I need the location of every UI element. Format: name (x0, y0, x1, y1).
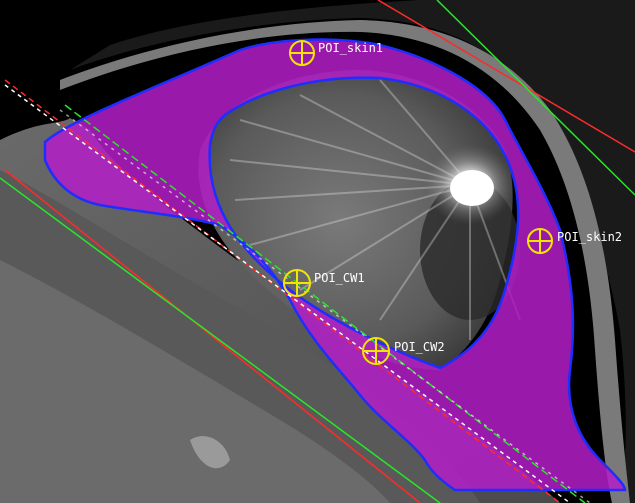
beam-line-white-dashed (4, 84, 571, 503)
deep-tissue (0, 260, 390, 503)
skin-surface (60, 20, 630, 503)
poi-skin2-label: POI_skin2 (557, 230, 622, 244)
rib-structure (190, 436, 230, 469)
poi-cw1-label: POI_CW1 (314, 271, 365, 285)
beam-line-red-lower (4, 169, 421, 503)
beam-line-red-mid (4, 79, 561, 503)
beam-line-green-mid (64, 104, 586, 503)
upper-body-edge (70, 0, 635, 503)
poi-cw2-label: POI_CW2 (394, 340, 445, 354)
poi-cw2[interactable]: POI_CW2 (362, 337, 445, 365)
beam-line-white-dashed-2 (59, 109, 591, 503)
beam-line-green-upper (436, 0, 635, 196)
metal-core (450, 170, 494, 206)
beam-line-red-upper (377, 0, 635, 153)
poi-skin2[interactable]: POI_skin2 (527, 228, 622, 254)
poi-skin1[interactable]: POI_skin1 (289, 40, 383, 66)
poi-skin1-label: POI_skin1 (318, 41, 383, 55)
beam-line-green-lower (0, 177, 441, 503)
poi-cw1[interactable]: POI_CW1 (283, 269, 365, 297)
